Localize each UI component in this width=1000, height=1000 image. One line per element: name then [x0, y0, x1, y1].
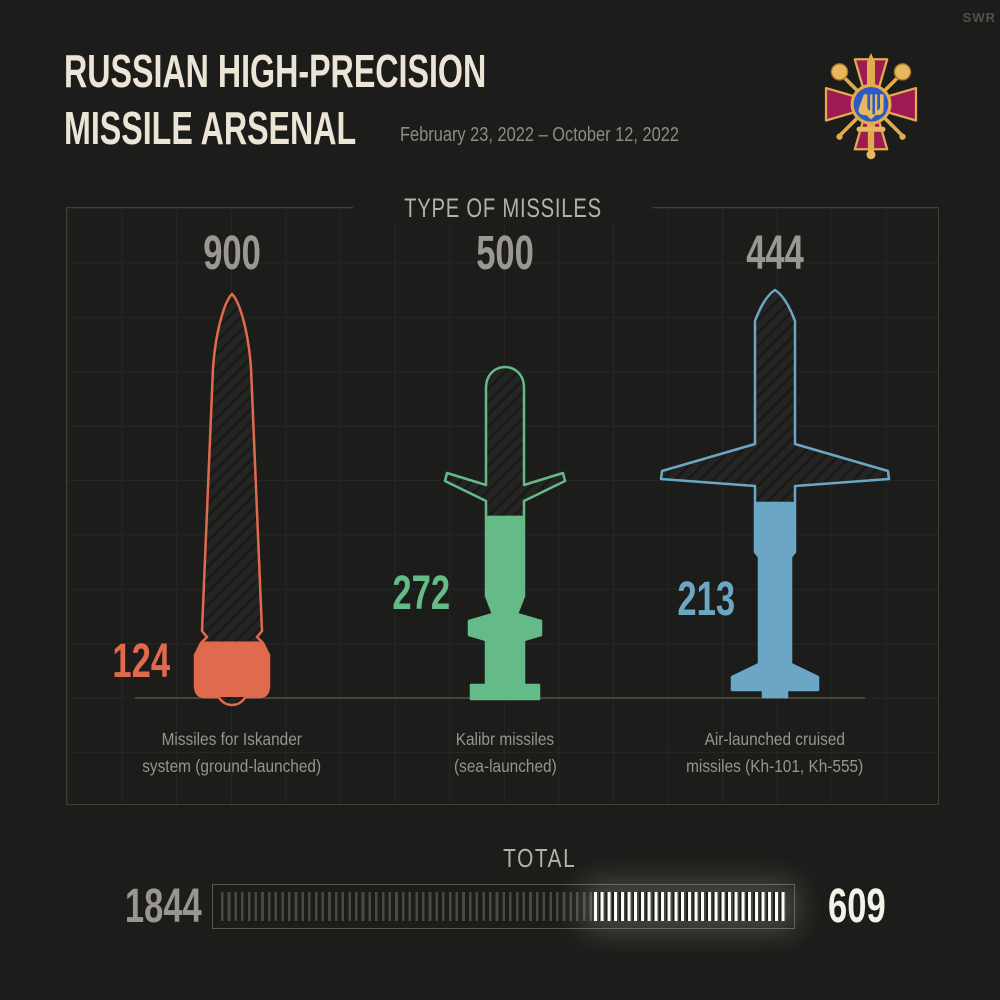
watermark-text: SWR — [962, 10, 996, 25]
iskander-remaining-value: 124 — [112, 635, 170, 688]
date-range: February 23, 2022 – October 12, 2022 — [400, 124, 679, 146]
total-progress-bar — [212, 884, 795, 929]
kalibr-label: Kalibr missiles (sea-launched) — [453, 729, 557, 776]
total-bar-ticks-bright — [594, 892, 786, 921]
chart-title: TYPE OF MISSILES — [352, 193, 653, 224]
kh101-fill — [661, 501, 889, 697]
page-title-line2: MISSILE ARSENAL — [64, 102, 357, 154]
kh101-missile-icon — [659, 288, 891, 699]
iskander-missile-icon — [193, 292, 271, 707]
kalibr-remaining-value: 272 — [392, 567, 450, 620]
total-label: TOTAL — [503, 843, 577, 873]
kh101-label: Air-launched cruised missiles (Kh-101, K… — [686, 729, 864, 776]
trident-icon — [858, 94, 884, 120]
page-title-line1: RUSSIAN HIGH-PRECISION — [64, 45, 487, 97]
kalibr-total-value: 500 — [476, 227, 534, 280]
kh101-remaining-value: 213 — [677, 573, 735, 626]
grand-remaining-value: 609 — [828, 880, 886, 933]
kalibr-missile-icon — [443, 365, 567, 701]
ukraine-mod-emblem-icon — [824, 53, 918, 160]
kh101-total-value: 444 — [746, 227, 804, 280]
grand-total-value: 1844 — [125, 880, 202, 933]
watermark: SWR — [948, 10, 996, 25]
kalibr-fill — [445, 515, 565, 699]
iskander-fill — [195, 641, 269, 697]
iskander-label: Missiles for Iskander system (ground-lau… — [142, 729, 322, 776]
iskander-total-value: 900 — [203, 227, 261, 280]
